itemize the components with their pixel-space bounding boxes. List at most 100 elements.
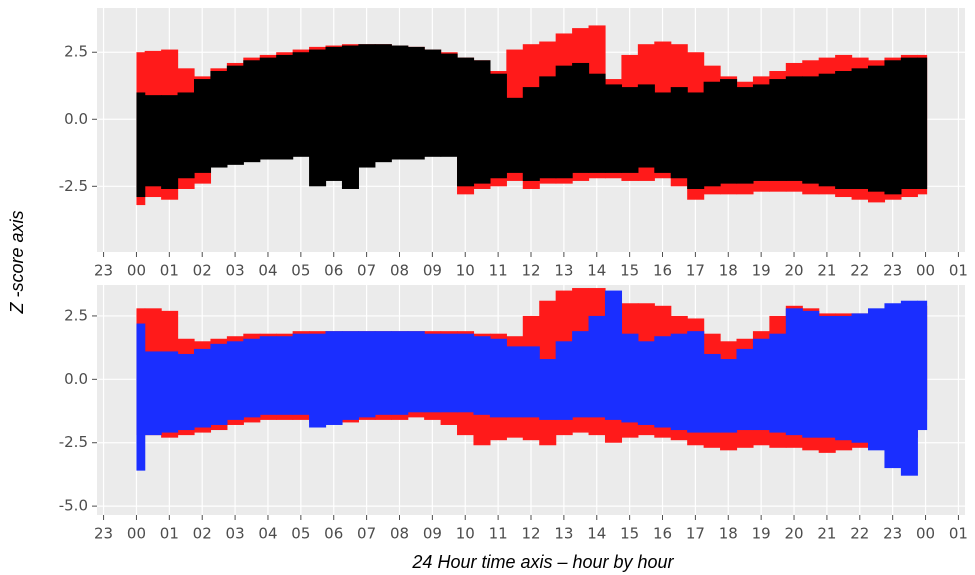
range-bar [440, 333, 458, 413]
range-bar [259, 336, 277, 415]
x-tick-label: 23 [94, 262, 113, 280]
y-tick-label: 2.5 [64, 43, 88, 61]
range-bar [720, 79, 738, 184]
range-bar [309, 333, 327, 428]
range-bar [136, 323, 146, 471]
x-tick-label: 21 [817, 525, 836, 543]
range-bar [210, 71, 228, 168]
range-bar [177, 353, 195, 431]
x-tick-label: 06 [324, 262, 343, 280]
range-bar [604, 84, 623, 173]
range-bar [457, 57, 475, 187]
y-tick-label: -5.0 [59, 497, 88, 515]
range-bar [720, 359, 738, 433]
range-bar [358, 44, 376, 168]
range-bar [243, 60, 261, 163]
x-tick-label: 00 [916, 525, 935, 543]
x-tick-label: 23 [94, 525, 113, 543]
x-tick-label: 15 [620, 262, 639, 280]
range-bar [407, 46, 425, 160]
x-tick-label: 06 [324, 525, 343, 543]
x-tick-label: 01 [949, 262, 968, 280]
range-bar [802, 310, 820, 438]
range-bar [555, 65, 573, 179]
range-bar [851, 313, 869, 443]
range-bar [917, 300, 928, 431]
range-bar [572, 62, 590, 173]
range-bar [391, 45, 409, 160]
x-axis-title: 24 Hour time axis – hour by hour [411, 552, 674, 572]
x-tick-label: 09 [423, 525, 442, 543]
range-bar [276, 54, 294, 160]
range-bar [752, 338, 770, 431]
range-bar [868, 308, 886, 451]
x-tick-label: 16 [653, 262, 672, 280]
range-bar [670, 333, 688, 431]
range-bar [884, 60, 902, 195]
range-bar [703, 353, 721, 433]
range-bar [440, 53, 458, 157]
range-bar [325, 46, 343, 181]
x-tick-label: 04 [258, 525, 277, 543]
range-bar [325, 331, 343, 425]
range-bar [391, 331, 409, 415]
range-bar [884, 303, 902, 469]
y-tick-label: 2.5 [64, 306, 88, 324]
range-bar [424, 333, 442, 413]
range-bar [193, 79, 212, 173]
x-tick-label: 17 [686, 262, 705, 280]
y-axis-title: Z -score axis [7, 210, 27, 314]
x-tick-label: 13 [554, 262, 573, 280]
range-bar [621, 333, 639, 423]
range-bar [292, 52, 310, 157]
range-bar [292, 333, 310, 415]
x-tick-label: 13 [554, 525, 573, 543]
x-tick-label: 07 [357, 525, 376, 543]
x-tick-label: 10 [456, 525, 475, 543]
x-tick-label: 08 [390, 262, 409, 280]
x-tick-label: 05 [291, 525, 310, 543]
range-bar [457, 333, 475, 413]
x-tick-label: 07 [357, 262, 376, 280]
range-bar [489, 338, 507, 418]
x-tick-label: 19 [752, 525, 771, 543]
y-tick-label: 0.0 [64, 110, 88, 128]
x-tick-label: 18 [719, 262, 738, 280]
range-bar [687, 92, 705, 189]
x-tick-label: 03 [226, 262, 245, 280]
range-bar [226, 341, 244, 420]
range-bar [654, 336, 672, 428]
x-tick-label: 12 [521, 262, 540, 280]
range-bar [769, 333, 787, 433]
range-bar [506, 346, 524, 418]
x-tick-label: 01 [160, 525, 179, 543]
range-bar [835, 315, 853, 441]
range-bar [900, 57, 918, 189]
range-bar [572, 331, 590, 418]
range-bar [687, 331, 705, 433]
range-bar [785, 76, 803, 181]
x-tick-label: 21 [817, 262, 836, 280]
x-tick-label: 00 [127, 262, 146, 280]
range-bar [489, 73, 507, 179]
range-bar [136, 92, 146, 198]
range-bar [917, 57, 928, 189]
range-bar [424, 49, 442, 157]
range-bar [900, 300, 918, 476]
range-bar [868, 65, 886, 192]
range-bar [374, 331, 392, 415]
x-tick-label: 22 [850, 262, 869, 280]
range-bar [473, 336, 491, 415]
range-bar [736, 348, 754, 431]
x-tick-label: 11 [489, 525, 508, 543]
y-tick-label: -2.5 [59, 177, 88, 195]
x-tick-label: 08 [390, 525, 409, 543]
x-tick-label: 14 [587, 525, 606, 543]
y-tick-label: -2.5 [59, 433, 88, 451]
range-bar [818, 315, 836, 438]
range-bar [506, 97, 524, 173]
x-tick-label: 01 [160, 262, 179, 280]
range-bar [621, 87, 639, 173]
range-bar [555, 341, 573, 420]
range-bar [144, 95, 162, 187]
